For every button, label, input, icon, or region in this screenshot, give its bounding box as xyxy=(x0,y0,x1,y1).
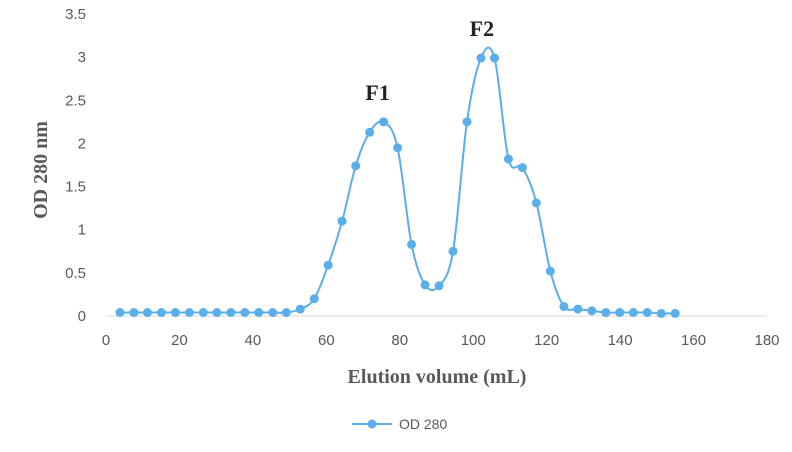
data-point xyxy=(170,308,180,318)
legend: OD 280 xyxy=(352,416,447,432)
legend-marker xyxy=(367,419,377,429)
data-point xyxy=(545,266,555,276)
data-point xyxy=(337,216,347,226)
data-point xyxy=(642,308,652,318)
data-point xyxy=(587,306,597,316)
x-tick-label: 100 xyxy=(461,332,486,349)
data-point xyxy=(615,308,625,318)
x-tick-label: 120 xyxy=(534,332,559,349)
data-points xyxy=(115,53,680,318)
y-tick-label: 1.5 xyxy=(65,179,86,196)
data-point xyxy=(115,308,125,318)
data-point xyxy=(490,53,500,63)
y-tick-label: 3.5 xyxy=(65,6,86,23)
x-tick-label: 0 xyxy=(102,332,110,349)
data-point xyxy=(393,143,403,153)
data-point xyxy=(559,302,569,312)
data-point xyxy=(503,154,513,164)
data-point xyxy=(656,308,666,318)
data-point xyxy=(226,308,236,318)
data-point xyxy=(531,198,541,208)
data-point xyxy=(434,281,444,291)
data-point xyxy=(628,308,638,318)
data-point xyxy=(476,53,486,63)
data-point xyxy=(573,304,583,314)
data-point xyxy=(351,161,361,171)
x-tick-label: 180 xyxy=(754,332,779,349)
peak-label: F1 xyxy=(365,80,389,105)
data-point xyxy=(142,308,152,318)
data-point xyxy=(156,308,166,318)
x-tick-label: 160 xyxy=(681,332,706,349)
y-tick-label: 2.5 xyxy=(65,92,86,109)
y-axis-ticks: 0 0.5 1 1.5 2 2.5 3 3.5 xyxy=(65,6,86,325)
peak-annotations: F1 F2 xyxy=(365,16,494,105)
x-tick-label: 40 xyxy=(245,332,262,349)
data-point xyxy=(254,308,264,318)
data-point xyxy=(670,308,680,318)
data-point xyxy=(323,260,333,270)
y-tick-label: 1 xyxy=(78,222,86,239)
x-tick-label: 60 xyxy=(318,332,335,349)
x-axis-title: Elution volume (mL) xyxy=(348,366,527,388)
x-tick-label: 80 xyxy=(391,332,408,349)
data-point xyxy=(295,304,305,314)
y-axis-title: OD 280 nm xyxy=(30,121,52,219)
data-point xyxy=(601,308,611,318)
y-tick-label: 3 xyxy=(78,49,86,66)
x-tick-label: 20 xyxy=(171,332,188,349)
data-point xyxy=(129,308,139,318)
data-point xyxy=(517,163,527,173)
data-point xyxy=(240,308,250,318)
legend-label: OD 280 xyxy=(399,416,447,432)
data-point xyxy=(407,239,417,249)
data-point xyxy=(212,308,222,318)
data-point xyxy=(379,117,389,127)
x-axis-ticks: 0 20 40 60 80 100 120 140 160 180 xyxy=(102,332,780,349)
data-point xyxy=(420,280,430,290)
data-point xyxy=(309,294,319,304)
data-point xyxy=(198,308,208,318)
y-tick-label: 0.5 xyxy=(65,265,86,282)
x-tick-label: 140 xyxy=(608,332,633,349)
data-point xyxy=(268,308,278,318)
y-tick-label: 0 xyxy=(78,308,86,325)
data-point xyxy=(448,246,458,256)
data-point xyxy=(462,117,472,127)
y-tick-label: 2 xyxy=(78,135,86,152)
peak-label: F2 xyxy=(470,16,494,41)
data-point xyxy=(281,308,291,318)
data-point xyxy=(184,308,194,318)
data-point xyxy=(365,127,375,137)
series-line-od280 xyxy=(119,46,676,315)
